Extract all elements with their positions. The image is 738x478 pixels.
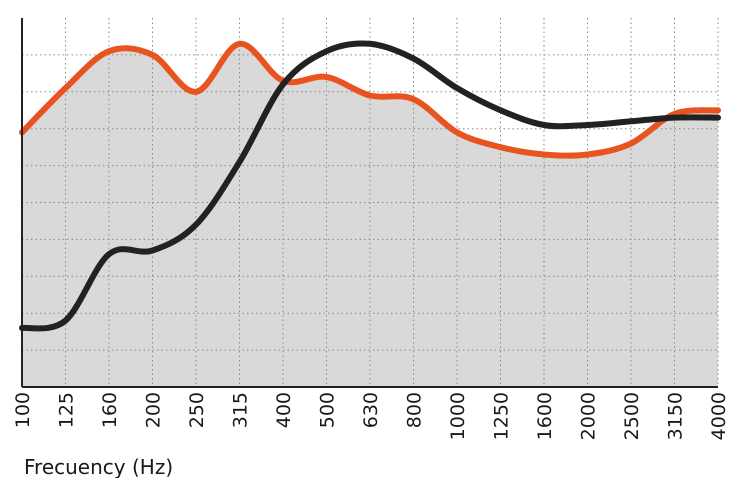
x-tick-label: 125: [56, 392, 78, 428]
x-tick-labels: 100 125 160 200 250 315 400 500 630 800 1000 1250 16…: [12, 392, 730, 440]
series-1-area: [22, 43, 718, 388]
x-tick-label: 1000: [447, 392, 469, 440]
x-tick-label: 2000: [578, 392, 600, 440]
x-tick-label: 315: [230, 392, 252, 428]
series-1-line: [19, 40, 721, 159]
x-axis-title: Frecuency (Hz): [24, 455, 173, 478]
series-lines: [19, 40, 721, 332]
grid: [22, 18, 719, 387]
x-tick-label: 100: [12, 392, 34, 428]
x-tick-label: 200: [143, 392, 165, 428]
x-tick-label: 250: [186, 392, 208, 428]
x-tick-label: 2500: [621, 392, 643, 440]
axes: [21, 18, 718, 388]
x-tick-label: 160: [99, 392, 121, 428]
x-tick-label: 1600: [534, 392, 556, 440]
x-tick-label: 500: [317, 392, 339, 428]
x-tick-label: 630: [360, 392, 382, 428]
plot-area: [22, 43, 718, 388]
x-tick-label: 3150: [665, 392, 687, 440]
x-tick-label: 800: [404, 392, 426, 428]
x-tick-label: 400: [273, 392, 295, 428]
series-2-line: [19, 40, 721, 332]
x-tick-label: 4000: [708, 392, 730, 440]
x-tick-label: 1250: [491, 392, 513, 440]
